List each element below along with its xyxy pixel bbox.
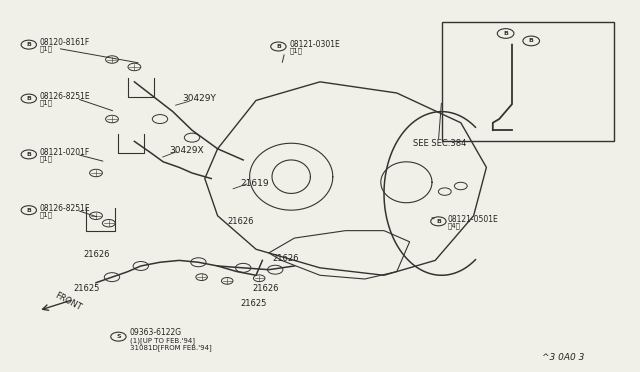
- Text: B: B: [26, 152, 31, 157]
- Text: （1）: （1）: [289, 48, 302, 54]
- Text: （1）: （1）: [40, 155, 52, 162]
- Text: 09363-6122G: 09363-6122G: [130, 328, 182, 337]
- Text: B: B: [503, 31, 508, 36]
- Text: ^3 0A0 3: ^3 0A0 3: [542, 353, 584, 362]
- Text: 08121-0501E: 08121-0501E: [448, 215, 499, 224]
- Text: 08120-8161F: 08120-8161F: [40, 38, 90, 47]
- Text: 21625: 21625: [240, 299, 266, 308]
- Text: 08126-8251E: 08126-8251E: [40, 92, 90, 101]
- Text: 21626: 21626: [253, 284, 279, 293]
- Text: 21626: 21626: [83, 250, 109, 259]
- Text: 21626: 21626: [227, 217, 253, 226]
- Text: B: B: [26, 208, 31, 213]
- Text: 21619: 21619: [240, 179, 269, 187]
- Text: 30429Y: 30429Y: [182, 94, 216, 103]
- Text: FRONT: FRONT: [53, 291, 83, 312]
- Text: 21625: 21625: [74, 284, 100, 293]
- Text: 30429X: 30429X: [170, 146, 204, 155]
- Text: （1）: （1）: [40, 46, 52, 52]
- Text: （4）: （4）: [448, 222, 461, 229]
- Text: B: B: [529, 38, 534, 44]
- Text: 08121-0301E: 08121-0301E: [289, 40, 340, 49]
- Text: 21626: 21626: [272, 254, 298, 263]
- Text: 31081D[FROM FEB.'94]: 31081D[FROM FEB.'94]: [130, 344, 212, 351]
- Text: B: B: [26, 96, 31, 101]
- Text: SEE SEC.384: SEE SEC.384: [413, 139, 466, 148]
- Text: B: B: [436, 219, 441, 224]
- Text: B: B: [26, 42, 31, 47]
- Text: S: S: [116, 334, 121, 339]
- Text: B: B: [276, 44, 281, 49]
- Text: 08121-0201F: 08121-0201F: [40, 148, 90, 157]
- Text: (1)[UP TO FEB.'94]: (1)[UP TO FEB.'94]: [130, 337, 195, 344]
- Text: （1）: （1）: [40, 211, 52, 218]
- Text: 08126-8251E: 08126-8251E: [40, 204, 90, 213]
- Text: （1）: （1）: [40, 100, 52, 106]
